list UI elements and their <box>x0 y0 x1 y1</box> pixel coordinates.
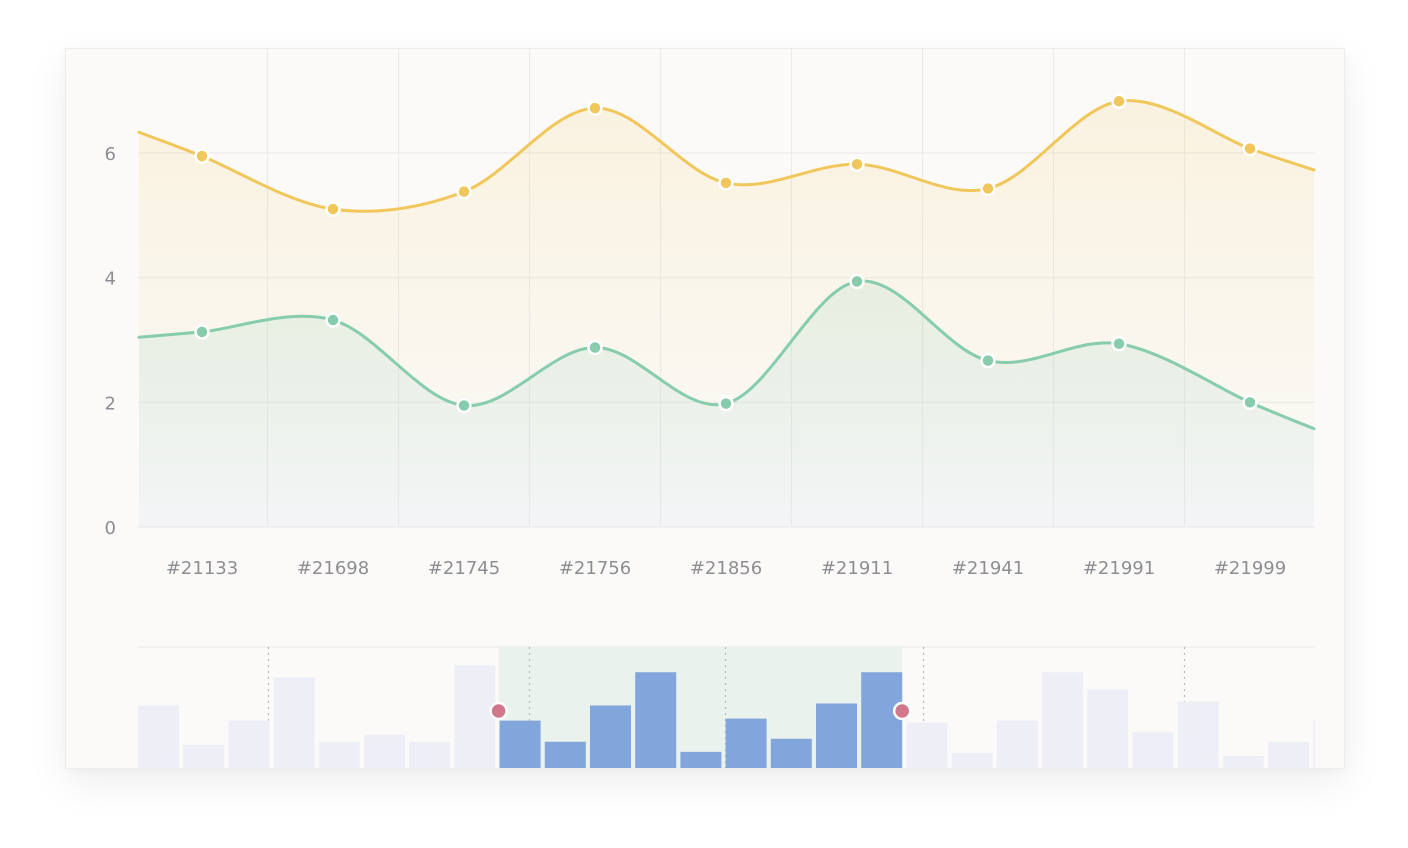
navigator-bar[interactable] <box>861 672 903 768</box>
navigator-bar[interactable] <box>725 718 767 768</box>
data-point-green[interactable] <box>587 339 603 356</box>
x-tick-label: #21133 <box>166 558 238 579</box>
navigator-bar[interactable] <box>544 741 586 768</box>
y-tick-label: 0 <box>105 518 116 539</box>
navigator-bar[interactable] <box>1268 741 1309 768</box>
series-areas <box>139 100 1314 527</box>
navigator-bar[interactable] <box>770 738 812 768</box>
data-point-green[interactable] <box>325 312 341 328</box>
data-point-yellow[interactable] <box>980 180 996 197</box>
data-point-green[interactable] <box>456 397 472 414</box>
x-tick-label: #21756 <box>559 558 631 579</box>
x-tick-label: #21745 <box>428 558 500 579</box>
navigator-bar[interactable] <box>1042 672 1083 768</box>
data-point-green[interactable] <box>1111 335 1127 352</box>
navigator-bar[interactable] <box>138 705 179 768</box>
navigator-bar[interactable] <box>590 705 631 768</box>
data-point-green[interactable] <box>194 324 210 340</box>
x-tick-label: #21911 <box>821 558 893 579</box>
series-points <box>194 93 1258 414</box>
data-point-yellow[interactable] <box>325 201 341 217</box>
y-axis: 0 2 4 6 <box>105 144 116 539</box>
y-tick-label: 4 <box>105 269 116 290</box>
navigator-bar[interactable] <box>951 752 993 768</box>
data-point-green[interactable] <box>1242 394 1258 411</box>
navigator-bar[interactable] <box>1222 755 1264 768</box>
navigator-bar[interactable] <box>1313 720 1315 768</box>
data-point-yellow[interactable] <box>1111 93 1127 110</box>
data-point-yellow[interactable] <box>194 148 210 164</box>
x-tick-label: #21698 <box>297 558 369 579</box>
navigator-bar[interactable] <box>318 741 360 768</box>
chart-card: 0 2 4 6 #21133 #21698 #21745 #21756 #21856 #2191… <box>65 48 1345 769</box>
chart-area: 0 2 4 6 #21133 #21698 #21745 #21756 #21856 #2191… <box>105 49 1316 768</box>
navigator[interactable] <box>138 646 1315 768</box>
data-point-yellow[interactable] <box>849 156 865 172</box>
navigator-bar[interactable] <box>364 734 405 768</box>
navigator-bar[interactable] <box>1087 689 1129 768</box>
data-point-yellow[interactable] <box>456 183 472 200</box>
navigator-handle-right[interactable] <box>892 701 912 721</box>
x-tick-label: #21991 <box>1083 558 1155 579</box>
data-point-green[interactable] <box>849 273 865 290</box>
data-point-green[interactable] <box>980 352 996 369</box>
navigator-bar[interactable] <box>228 720 270 768</box>
x-tick-label: #21999 <box>1214 558 1286 579</box>
y-tick-label: 6 <box>105 144 116 165</box>
navigator-bar[interactable] <box>183 744 225 768</box>
data-point-yellow[interactable] <box>718 175 734 191</box>
x-tick-label: #21941 <box>952 558 1024 579</box>
navigator-handle-left[interactable] <box>489 701 508 721</box>
data-point-yellow[interactable] <box>1242 140 1258 157</box>
x-tick-label: #21856 <box>690 558 762 579</box>
data-point-yellow[interactable] <box>587 100 603 116</box>
navigator-bar[interactable] <box>996 720 1038 768</box>
navigator-bar[interactable] <box>1132 731 1174 768</box>
data-point-green[interactable] <box>718 395 734 412</box>
navigator-bar[interactable] <box>454 665 496 768</box>
navigator-bar[interactable] <box>816 703 857 768</box>
navigator-bar[interactable] <box>499 720 541 768</box>
navigator-bar[interactable] <box>635 672 677 768</box>
x-axis: #21133 #21698 #21745 #21756 #21856 #21911 #219… <box>166 558 1286 579</box>
navigator-bar[interactable] <box>273 677 315 768</box>
navigator-bar[interactable] <box>1177 701 1219 768</box>
navigator-bar[interactable] <box>680 751 722 768</box>
navigator-bar[interactable] <box>409 741 451 768</box>
y-tick-label: 2 <box>105 393 116 414</box>
navigator-bar[interactable] <box>906 722 948 768</box>
